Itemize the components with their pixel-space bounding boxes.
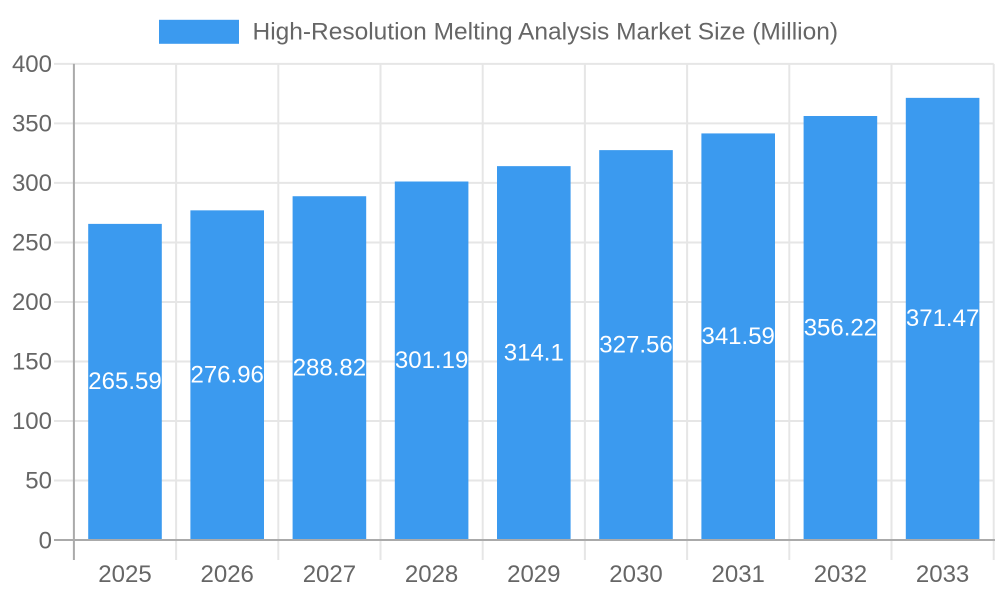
svg-text:High-Resolution Melting Analys: High-Resolution Melting Analysis Market … xyxy=(253,19,839,46)
svg-text:276.96: 276.96 xyxy=(190,361,263,388)
svg-text:50: 50 xyxy=(25,468,52,495)
svg-text:341.59: 341.59 xyxy=(701,323,774,350)
svg-text:371.47: 371.47 xyxy=(906,305,979,332)
svg-text:2029: 2029 xyxy=(507,561,560,588)
svg-text:2028: 2028 xyxy=(405,561,458,588)
svg-text:300: 300 xyxy=(12,170,52,197)
svg-text:400: 400 xyxy=(12,51,52,78)
svg-text:327.56: 327.56 xyxy=(599,331,672,358)
svg-text:356.22: 356.22 xyxy=(804,314,877,341)
svg-text:250: 250 xyxy=(12,230,52,257)
svg-text:2027: 2027 xyxy=(303,561,356,588)
svg-text:288.82: 288.82 xyxy=(293,354,366,381)
svg-text:100: 100 xyxy=(12,408,52,435)
svg-text:200: 200 xyxy=(12,289,52,316)
svg-text:2032: 2032 xyxy=(814,561,867,588)
svg-text:0: 0 xyxy=(39,527,52,554)
svg-text:350: 350 xyxy=(12,111,52,138)
svg-text:265.59: 265.59 xyxy=(88,368,161,395)
svg-text:2033: 2033 xyxy=(916,561,969,588)
svg-text:2025: 2025 xyxy=(98,561,151,588)
svg-text:2031: 2031 xyxy=(712,561,765,588)
svg-text:314.1: 314.1 xyxy=(504,339,564,366)
svg-text:301.19: 301.19 xyxy=(395,347,468,374)
svg-text:2026: 2026 xyxy=(201,561,254,588)
svg-text:150: 150 xyxy=(12,349,52,376)
svg-text:2030: 2030 xyxy=(609,561,662,588)
